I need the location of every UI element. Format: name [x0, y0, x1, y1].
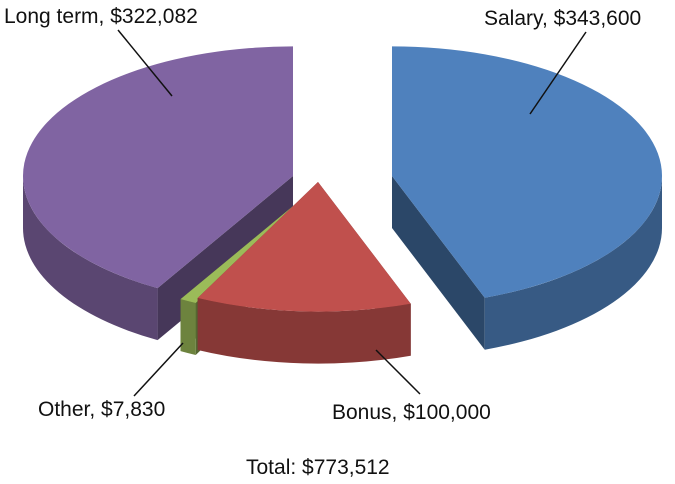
slice-label-salary: Salary, $343,600 — [484, 7, 641, 30]
slice-top-long-term — [23, 46, 293, 289]
total-label: Total: $773,512 — [246, 456, 390, 479]
leader-line-other — [133, 342, 184, 397]
slice-top-salary — [392, 46, 662, 298]
slice-label-bonus: Bonus, $100,000 — [332, 401, 491, 424]
leader-line-long-term — [117, 29, 173, 97]
slices-layer — [23, 46, 662, 364]
slice-edge-long-term — [23, 176, 158, 341]
slice-edge-salary — [484, 176, 662, 350]
pie-slice-bonus — [197, 182, 411, 364]
slice-wall-salary-1 — [392, 176, 485, 350]
leader-lines — [117, 29, 587, 397]
slice-edge-bonus — [197, 298, 411, 364]
leader-line-salary — [529, 31, 587, 115]
slice-label-other: Other, $7,830 — [38, 398, 165, 421]
pie-slice-salary — [392, 46, 662, 350]
leader-line-bonus — [375, 349, 421, 395]
slice-top-other — [180, 187, 316, 304]
slice-label-long-term: Long term, $322,082 — [4, 5, 198, 28]
slice-top-bonus — [197, 182, 411, 312]
slice-edge-other — [180, 299, 196, 356]
